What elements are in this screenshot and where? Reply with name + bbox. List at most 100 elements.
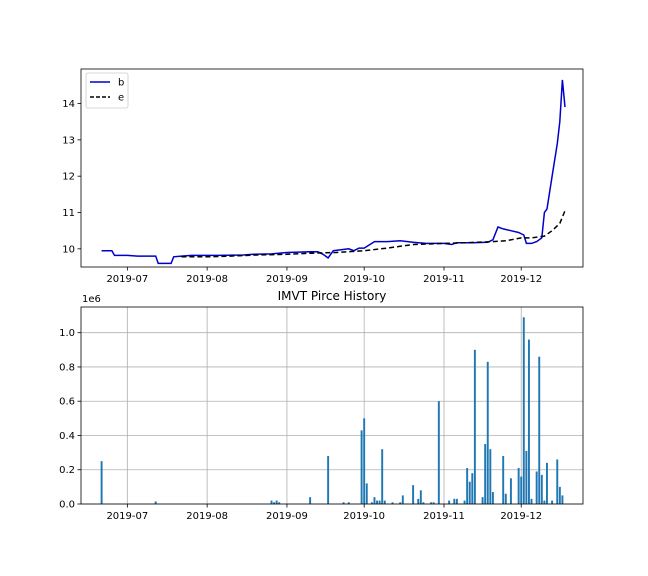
x-tick-label: 2019-10 <box>343 511 385 522</box>
volume-bar <box>309 497 312 504</box>
y-tick-label: 13 <box>62 135 75 146</box>
volume-bar <box>437 401 440 504</box>
y-tick-label: 10 <box>62 244 75 255</box>
line-plot-area <box>101 79 566 265</box>
volume-bar <box>419 490 422 504</box>
y-tick-label: 14 <box>62 99 75 110</box>
volume-bar <box>448 500 451 504</box>
y-tick-label: 11 <box>62 208 75 219</box>
volume-bar <box>399 502 402 504</box>
x-tick-label: 2019-07 <box>106 274 148 285</box>
volume-bar <box>401 495 404 504</box>
volume-bar <box>360 430 363 504</box>
x-tick-label: 2019-09 <box>266 274 308 285</box>
volume-bar <box>422 502 425 504</box>
volume-bar <box>363 418 366 504</box>
volume-bar <box>556 459 559 504</box>
bar-gridlines <box>81 307 583 505</box>
volume-bar <box>466 468 469 504</box>
bar-series <box>100 317 564 504</box>
volume-bar <box>504 493 507 504</box>
bar-chart-title: IMVT Pirce History <box>278 289 387 303</box>
volume-bar <box>270 500 273 504</box>
volume-bar <box>273 502 276 504</box>
series-line-e <box>181 210 566 258</box>
volume-bar <box>154 501 157 504</box>
volume-bar <box>538 356 541 504</box>
volume-bar <box>527 339 530 504</box>
legend-label-b: b <box>118 78 124 89</box>
volume-bar <box>535 471 538 504</box>
volume-bar <box>430 502 433 504</box>
volume-bar <box>347 502 350 504</box>
volume-bar <box>327 456 330 504</box>
bar-y-ticks: 0.0 0.2 0.4 0.6 0.8 1.0 <box>59 328 81 511</box>
line-plot-frame <box>80 68 584 268</box>
bar-plot-frame <box>80 306 584 505</box>
x-tick-label: 2019-08 <box>186 274 228 285</box>
y-offset-label: 1e6 <box>82 294 101 305</box>
volume-bar <box>378 500 381 504</box>
x-tick-label: 2019-12 <box>500 511 542 522</box>
volume-bar <box>376 500 379 504</box>
volume-bar <box>383 500 386 504</box>
volume-bar <box>473 349 476 504</box>
volume-bar <box>517 468 520 504</box>
x-tick-label: 2019-12 <box>500 274 542 285</box>
volume-bar <box>491 492 494 504</box>
volume-bar <box>365 483 368 504</box>
volume-bar-chart: IMVT Pirce History 1e6 2019-07 2019-08 201… <box>59 289 584 522</box>
volume-bar <box>417 498 420 504</box>
y-tick-label: 1.0 <box>59 328 75 339</box>
volume-bar <box>489 449 492 504</box>
volume-bar <box>502 456 505 504</box>
volume-bar <box>391 502 394 504</box>
bar-x-ticks: 2019-07 2019-08 2019-09 2019-10 2019-11 2019-… <box>106 504 542 522</box>
volume-bar <box>453 498 456 504</box>
volume-bar <box>455 498 458 504</box>
x-tick-label: 2019-11 <box>423 274 465 285</box>
x-tick-label: 2019-07 <box>106 511 148 522</box>
volume-bar <box>558 486 561 504</box>
volume-bar <box>275 500 278 504</box>
volume-bar <box>522 317 525 504</box>
y-tick-label: 0.2 <box>59 465 75 476</box>
volume-bar <box>463 500 466 504</box>
volume-bar <box>100 461 103 504</box>
volume-bar <box>481 497 484 504</box>
volume-bar <box>509 478 512 504</box>
y-tick-label: 0.0 <box>59 500 75 511</box>
volume-bar <box>484 444 487 504</box>
volume-bar <box>530 498 533 504</box>
y-tick-label: 0.6 <box>59 397 75 408</box>
volume-bar <box>373 497 376 504</box>
y-tick-label: 0.8 <box>59 362 75 373</box>
volume-bar <box>278 502 281 504</box>
line-legend: be <box>85 72 129 109</box>
volume-bar <box>551 500 554 504</box>
volume-bar <box>561 495 564 504</box>
volume-bar <box>525 450 528 504</box>
volume-bar <box>342 502 345 504</box>
volume-bar <box>412 485 415 504</box>
line-y-ticks: 10 11 12 13 14 <box>62 99 81 255</box>
volume-bar <box>370 502 373 504</box>
x-tick-label: 2019-10 <box>343 274 385 285</box>
x-tick-label: 2019-09 <box>266 511 308 522</box>
y-tick-label: 0.4 <box>59 431 75 442</box>
volume-bar <box>543 500 546 504</box>
volume-bar <box>540 474 543 504</box>
y-tick-label: 12 <box>62 172 75 183</box>
volume-bar <box>545 462 548 504</box>
x-tick-label: 2019-11 <box>423 511 465 522</box>
legend-label-e: e <box>118 93 124 104</box>
line-x-ticks: 2019-07 2019-08 2019-09 2019-10 2019-11 2019-… <box>106 267 542 285</box>
volume-bar <box>471 473 474 504</box>
series-line-b <box>101 79 566 265</box>
volume-bar <box>381 449 384 504</box>
volume-bar <box>486 361 489 504</box>
volume-bar <box>520 476 523 504</box>
volume-bar <box>432 502 435 504</box>
volume-bar <box>468 481 471 504</box>
